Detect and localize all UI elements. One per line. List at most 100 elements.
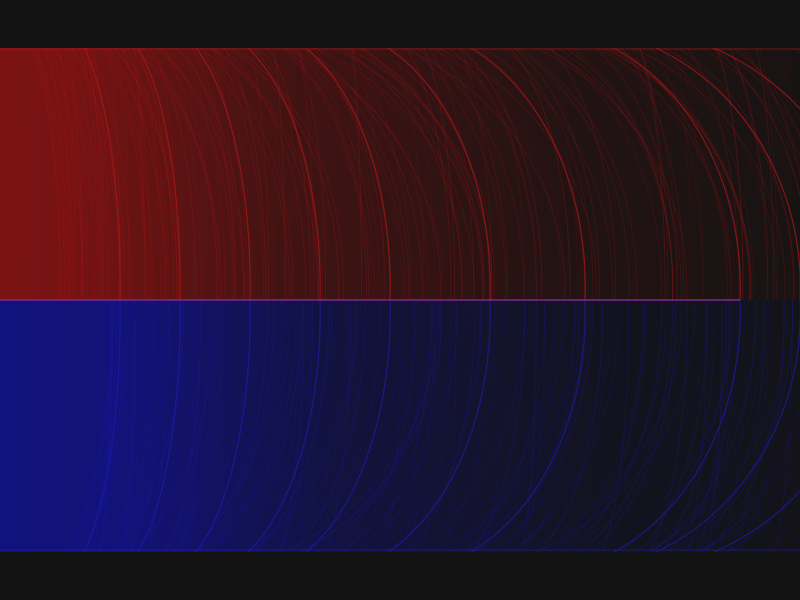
top-arc-160 — [593, 48, 731, 300]
bottom-arc-48 — [120, 300, 136, 552]
top-arc-5 — [447, 48, 567, 300]
bottom-arc-170 — [277, 300, 312, 552]
bottom-arc-173 — [650, 300, 757, 552]
bottom-arc-142 — [524, 300, 546, 552]
top-arc-156 — [594, 48, 678, 300]
bottom-arc-96 — [404, 300, 435, 552]
top-arc-84 — [278, 48, 299, 300]
bottom-arc-184 — [493, 300, 632, 552]
top-arc-148 — [113, 48, 178, 300]
bottom-arc-130 — [640, 300, 765, 552]
top-arc-136 — [626, 48, 664, 300]
bottom-arc-69 — [617, 300, 732, 552]
bottom-arc-91 — [69, 300, 118, 552]
top-arc-210 — [357, 48, 486, 300]
bottom-arc-129 — [472, 300, 588, 552]
bottom-arc-190 — [398, 300, 451, 552]
bottom-arc-59 — [409, 300, 526, 552]
bottom-arc-122 — [89, 300, 118, 552]
bottom-arc-23 — [726, 484, 800, 552]
bottom-arc-153 — [669, 300, 739, 552]
bottom-arc-176 — [508, 300, 619, 552]
top-arc-56 — [346, 48, 493, 300]
top-arc-16 — [759, 48, 778, 300]
top-arc-9 — [288, 48, 441, 300]
bottom-arc-46 — [92, 300, 112, 552]
top-arc-24 — [740, 48, 800, 177]
bottom-arc-106 — [110, 300, 148, 552]
top-arc-38 — [171, 48, 268, 300]
bottom-arc-strong-1 — [137, 300, 181, 552]
top-arc-55 — [132, 48, 222, 300]
top-arc-109 — [68, 48, 102, 300]
bottom-arc-138 — [434, 300, 580, 552]
top-arc-129 — [392, 48, 425, 300]
top-arc-114 — [433, 48, 460, 300]
top-arc-strong-3 — [247, 48, 321, 300]
top-arc-7 — [639, 48, 669, 300]
bottom-arc-102 — [717, 300, 749, 552]
top-arc-191 — [439, 48, 539, 300]
top-arc-128 — [134, 48, 146, 300]
bottom-arc-166 — [445, 300, 457, 552]
top-arc-48 — [605, 48, 750, 300]
bottom-arc-191 — [228, 300, 301, 552]
top-arc-115 — [429, 48, 475, 300]
bottom-arc-148 — [686, 300, 727, 552]
top-arc-173 — [250, 48, 269, 300]
bottom-arc-42 — [109, 300, 184, 552]
top-arc-133 — [275, 48, 381, 300]
top-arc-177 — [104, 48, 147, 300]
top-arc-20 — [181, 48, 237, 300]
top-arc-99 — [211, 48, 324, 300]
top-arc-46 — [55, 48, 99, 300]
top-arc-1 — [103, 48, 154, 300]
top-arc-strong-5 — [387, 48, 491, 300]
bottom-arc-161 — [467, 300, 557, 552]
bottom-arc-85 — [706, 300, 723, 552]
bottom-arc-29 — [172, 300, 252, 552]
top-arc-180 — [359, 48, 485, 300]
bottom-arc-38 — [537, 300, 676, 552]
top-arc-15 — [311, 48, 380, 300]
bottom-arc-134 — [557, 300, 648, 552]
bottom-arc-151 — [264, 300, 334, 552]
bottom-arc-73 — [352, 300, 468, 552]
top-arc-175 — [650, 48, 704, 300]
top-arc-98 — [374, 48, 496, 300]
top-arc-108 — [701, 48, 800, 173]
top-arc-67 — [633, 48, 786, 300]
bottom-arc-136 — [192, 300, 268, 552]
top-arc-117 — [352, 48, 490, 300]
top-arc-39 — [351, 48, 362, 300]
bottom-arc-139 — [359, 300, 433, 552]
bottom-arc-62 — [473, 300, 613, 552]
bottom-arc-186 — [98, 300, 114, 552]
bottom-arc-21 — [254, 300, 330, 552]
top-arc-26 — [191, 48, 235, 300]
bottom-arc-89 — [301, 300, 457, 552]
bottom-arc-154 — [589, 300, 677, 552]
bottom-arc-strong-3 — [247, 300, 321, 552]
top-arc-57 — [102, 48, 147, 300]
top-arc-strong-4 — [305, 48, 391, 300]
bottom-arc-135 — [315, 300, 432, 552]
bottom-arc-132 — [204, 300, 290, 552]
bottom-arc-strong-5 — [387, 300, 491, 552]
top-arc-70 — [55, 48, 69, 300]
bottom-arc-71 — [254, 300, 306, 552]
bottom-arc-32 — [298, 300, 443, 552]
top-arc-88 — [201, 48, 248, 300]
top-arc-27 — [716, 48, 744, 300]
top-arc-214 — [149, 48, 197, 300]
top-arc-63 — [48, 48, 66, 300]
top-arc-207 — [676, 48, 704, 300]
bottom-arc-44 — [524, 300, 579, 552]
top-arc-54 — [507, 48, 584, 300]
bottom-panel-arcs — [63, 300, 800, 552]
bottom-arc-52 — [180, 300, 193, 552]
top-arc-196 — [122, 48, 146, 300]
bottom-arc-45 — [212, 300, 260, 552]
top-arc-36 — [513, 48, 600, 300]
bottom-arc-39 — [273, 300, 357, 552]
